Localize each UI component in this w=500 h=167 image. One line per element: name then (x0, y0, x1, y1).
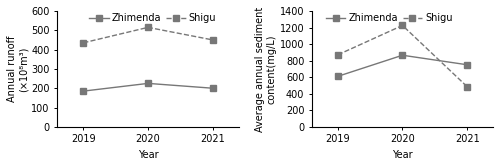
Line: Zhimenda: Zhimenda (80, 81, 216, 94)
Shigu (335, 54, 341, 56)
Zhimenda (400, 54, 406, 56)
Zhimenda (80, 90, 86, 92)
X-axis label: Year: Year (392, 150, 413, 160)
Line: Shigu: Shigu (80, 25, 216, 46)
Shigu (80, 42, 86, 44)
Shigu (210, 39, 216, 41)
Legend: Zhimenda, Shigu: Zhimenda, Shigu (90, 14, 216, 24)
X-axis label: Year: Year (138, 150, 158, 160)
Line: Zhimenda: Zhimenda (335, 52, 470, 79)
Shigu (464, 86, 470, 88)
Zhimenda (145, 82, 151, 84)
Shigu (400, 24, 406, 26)
Line: Shigu: Shigu (335, 23, 470, 90)
Y-axis label: Average annual sediment
content(mg/L): Average annual sediment content(mg/L) (256, 6, 277, 132)
Zhimenda (464, 64, 470, 66)
Zhimenda (335, 75, 341, 77)
Shigu (145, 26, 151, 28)
Zhimenda (210, 87, 216, 89)
Y-axis label: Annual runoff
(×10⁸m³): Annual runoff (×10⁸m³) (7, 36, 28, 102)
Legend: Zhimenda, Shigu: Zhimenda, Shigu (326, 14, 452, 24)
